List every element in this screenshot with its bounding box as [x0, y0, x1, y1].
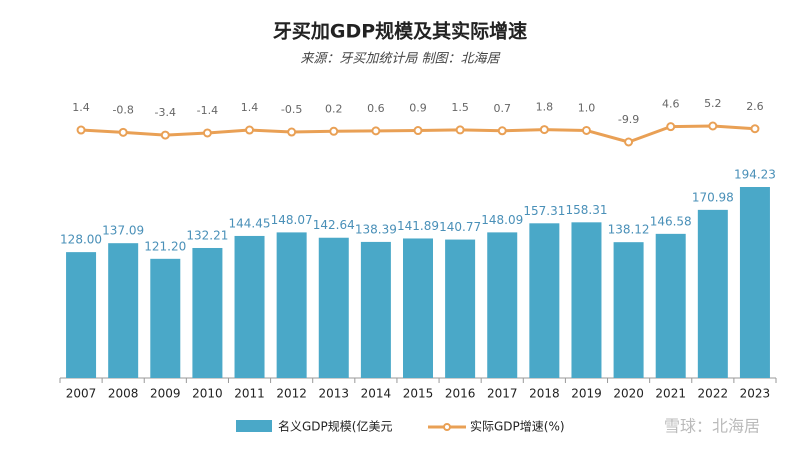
growth-point: [413, 126, 423, 136]
bar: [403, 238, 433, 378]
x-tick-label: 2022: [698, 387, 729, 401]
bar: [529, 223, 560, 378]
growth-point: [708, 121, 718, 131]
x-tick-label: 2010: [192, 387, 223, 401]
line-value-label: 0.9: [409, 102, 427, 115]
x-tick-label: 2013: [318, 387, 349, 401]
x-tick-label: 2015: [403, 387, 434, 401]
bar-value-label: 132.21: [186, 228, 228, 242]
growth-point: [287, 127, 297, 137]
bar-value-label: 148.07: [271, 213, 313, 227]
bar: [487, 232, 518, 378]
x-tick-label: 2009: [150, 387, 181, 401]
growth-point: [624, 137, 634, 147]
growth-point: [76, 125, 86, 135]
line-value-label: 0.6: [367, 102, 385, 115]
x-tick-label: 2008: [108, 387, 139, 401]
bar: [150, 258, 181, 378]
line-value-label: 5.2: [704, 97, 722, 110]
legend-swatch: [236, 420, 272, 432]
bar-value-label: 137.09: [102, 224, 144, 238]
bar-value-label: 194.23: [734, 168, 776, 182]
growth-point: [666, 122, 676, 132]
growth-point: [497, 126, 507, 136]
x-tick-label: 2017: [487, 387, 518, 401]
growth-point: [245, 125, 255, 135]
line-value-label: 1.5: [451, 101, 469, 114]
line-value-label: -3.4: [155, 106, 176, 119]
line-value-label: 1.0: [578, 101, 596, 114]
chart-title: 牙买加GDP规模及其实际增速: [273, 20, 527, 43]
line-value-label: 2.6: [746, 100, 764, 113]
chart-subtitle: 来源：牙买加统计局 制图：北海居: [300, 52, 501, 67]
bar-value-label: 141.89: [397, 219, 439, 233]
bar-value-label: 157.31: [523, 204, 565, 218]
growth-point: [455, 125, 465, 135]
bar: [571, 222, 602, 378]
x-tick-label: 2021: [655, 387, 686, 401]
legend-label: 名义GDP规模(亿美元: [278, 419, 392, 434]
bar: [276, 232, 307, 378]
line-value-label: 0.7: [493, 102, 511, 115]
bar-value-label: 140.77: [439, 220, 481, 234]
bar-value-label: 138.39: [355, 222, 397, 236]
line-value-label: -0.8: [112, 103, 133, 116]
line-value-label: 4.6: [662, 98, 680, 111]
bar: [234, 235, 265, 378]
x-tick-label: 2019: [571, 387, 602, 401]
legend-swatch: [443, 423, 451, 431]
growth-point: [160, 130, 170, 140]
bar: [108, 243, 139, 378]
bar: [192, 247, 223, 378]
bar-value-label: 170.98: [692, 190, 734, 204]
bar-value-label: 142.64: [313, 218, 355, 232]
growth-point: [329, 126, 339, 136]
x-tick-label: 2020: [613, 387, 644, 401]
growth-point: [539, 125, 549, 135]
bar: [318, 237, 349, 378]
watermark: 雪球：北海居: [664, 417, 760, 436]
growth-point: [371, 126, 381, 136]
x-tick-label: 2023: [740, 387, 771, 401]
x-tick-label: 2018: [529, 387, 560, 401]
bar: [445, 239, 476, 378]
growth-point: [118, 127, 128, 137]
line-value-label: -1.4: [197, 104, 218, 117]
line-value-label: 0.2: [325, 102, 343, 115]
x-tick-label: 2011: [234, 387, 265, 401]
x-tick-label: 2012: [276, 387, 307, 401]
bar-value-label: 121.20: [144, 239, 186, 253]
line-value-label: 1.4: [72, 101, 90, 114]
growth-point: [750, 124, 760, 134]
bar: [655, 233, 686, 378]
bar-value-label: 158.31: [565, 203, 607, 217]
x-tick-label: 2016: [445, 387, 476, 401]
bar-value-label: 146.58: [650, 214, 692, 228]
bar-value-label: 138.12: [608, 223, 650, 237]
bar: [66, 252, 97, 378]
bar-value-label: 128.00: [60, 233, 102, 247]
x-tick-label: 2007: [66, 387, 97, 401]
bar: [739, 187, 770, 378]
line-value-label: -0.5: [281, 103, 302, 116]
growth-point: [202, 128, 212, 138]
bar: [613, 242, 644, 378]
bar-value-label: 144.45: [229, 216, 271, 230]
bar: [697, 209, 728, 378]
line-value-label: 1.4: [241, 101, 259, 114]
bar-value-label: 148.09: [481, 213, 523, 227]
line-value-label: -9.9: [618, 113, 639, 126]
line-value-label: 1.8: [536, 101, 554, 114]
bar: [360, 241, 391, 378]
legend-label: 实际GDP增速(%): [470, 419, 565, 434]
growth-point: [581, 125, 591, 135]
x-tick-label: 2014: [361, 387, 392, 401]
